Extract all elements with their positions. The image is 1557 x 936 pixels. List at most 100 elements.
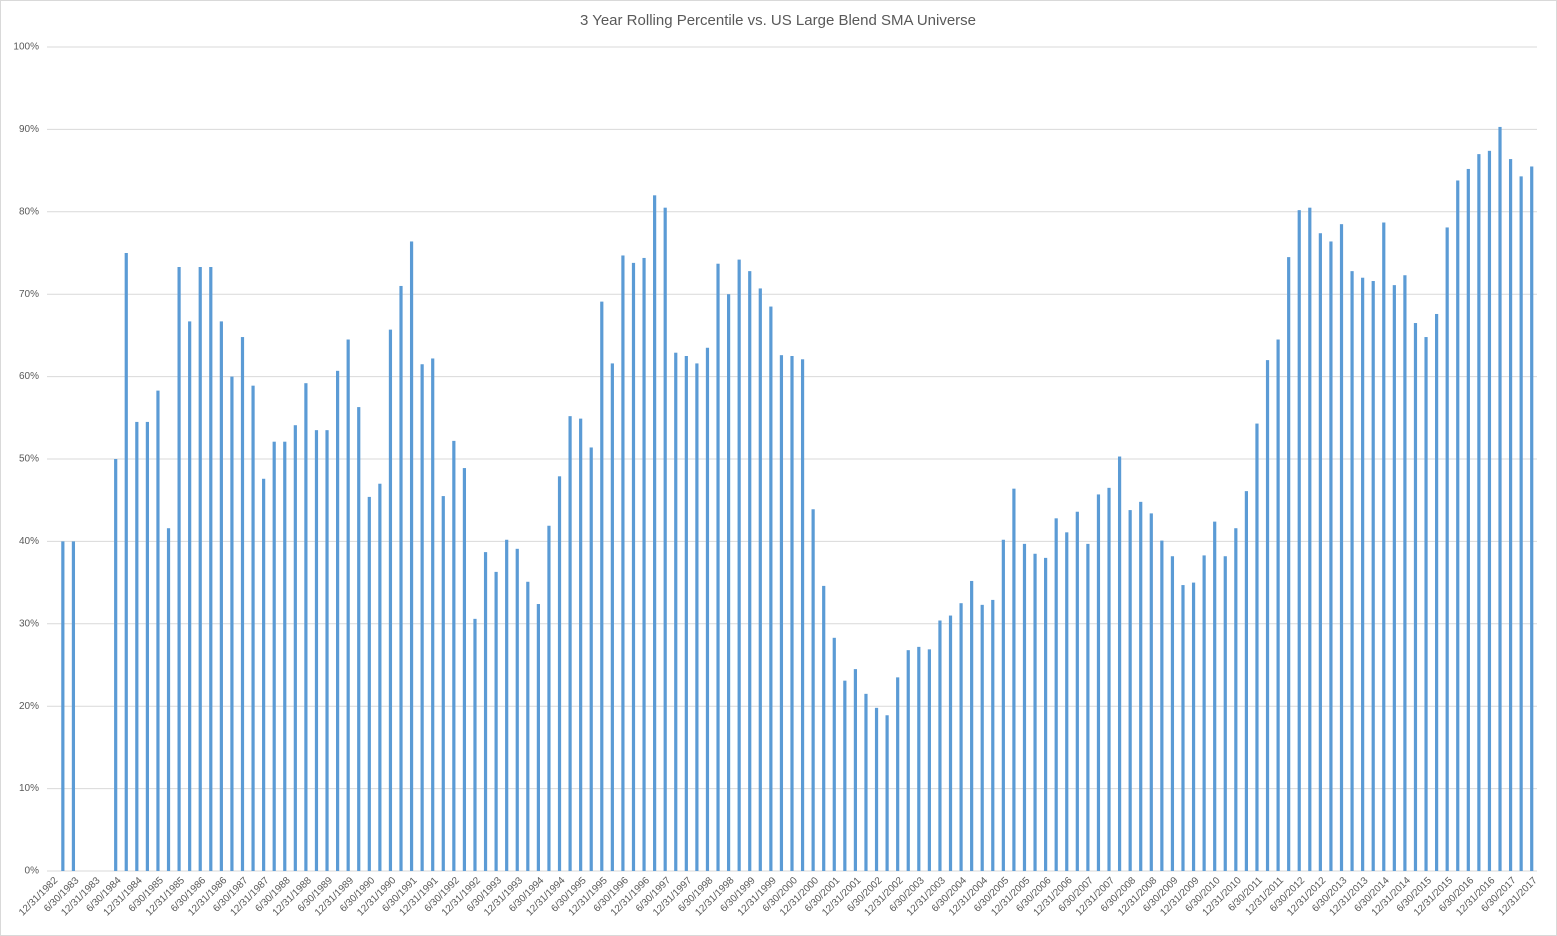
bar bbox=[1213, 521, 1217, 871]
bar bbox=[885, 715, 889, 871]
bar bbox=[1339, 224, 1344, 871]
bar bbox=[61, 541, 65, 871]
bar bbox=[790, 356, 794, 871]
bar bbox=[1033, 553, 1037, 871]
bar bbox=[124, 253, 128, 871]
bar bbox=[1107, 487, 1111, 871]
bar bbox=[1022, 543, 1027, 871]
chart-title: 3 Year Rolling Percentile vs. US Large B… bbox=[580, 12, 976, 29]
bar bbox=[1075, 511, 1079, 871]
bar bbox=[980, 604, 984, 871]
y-tick-label: 0% bbox=[25, 866, 40, 877]
bar bbox=[441, 496, 445, 871]
bar bbox=[991, 599, 995, 871]
bar bbox=[568, 416, 572, 871]
bar bbox=[832, 637, 836, 871]
y-tick-label: 70% bbox=[19, 289, 39, 300]
bar bbox=[653, 195, 657, 871]
bar bbox=[1445, 227, 1449, 871]
bar bbox=[336, 370, 340, 871]
bar bbox=[1223, 556, 1227, 871]
bar bbox=[726, 294, 731, 871]
bar bbox=[1044, 557, 1048, 871]
bar bbox=[357, 407, 361, 871]
y-tick-label: 60% bbox=[19, 371, 39, 382]
bar bbox=[557, 476, 562, 871]
bar bbox=[642, 257, 646, 872]
bar bbox=[1403, 275, 1407, 871]
bar bbox=[156, 390, 160, 871]
bar bbox=[293, 425, 297, 871]
bar bbox=[959, 603, 963, 871]
y-tick-label: 80% bbox=[19, 206, 39, 217]
bar bbox=[610, 363, 614, 871]
y-tick-label: 10% bbox=[19, 783, 39, 794]
bar bbox=[853, 669, 858, 871]
bar bbox=[705, 347, 710, 871]
bar bbox=[1170, 556, 1175, 871]
y-tick-label: 90% bbox=[19, 124, 39, 135]
bar bbox=[1244, 491, 1248, 871]
bar bbox=[1413, 323, 1418, 871]
bar bbox=[1456, 180, 1460, 871]
bar bbox=[1001, 539, 1005, 871]
bar bbox=[843, 680, 847, 871]
bar bbox=[716, 263, 720, 871]
y-tick-label: 100% bbox=[13, 42, 39, 53]
bar bbox=[1065, 532, 1069, 871]
bar bbox=[240, 337, 245, 872]
bar bbox=[1530, 166, 1534, 872]
bar bbox=[663, 207, 667, 871]
bar bbox=[1054, 518, 1058, 871]
bar bbox=[230, 376, 234, 871]
bar bbox=[579, 418, 583, 871]
bar bbox=[1255, 423, 1259, 871]
bar bbox=[1382, 222, 1386, 872]
bar bbox=[1318, 233, 1322, 871]
bar bbox=[1361, 277, 1365, 872]
bar bbox=[1297, 210, 1301, 872]
bar bbox=[367, 496, 371, 871]
bar bbox=[452, 440, 456, 871]
bar bbox=[600, 301, 604, 872]
bar bbox=[1498, 126, 1502, 872]
bar bbox=[188, 321, 192, 872]
bar bbox=[589, 447, 593, 871]
bar bbox=[1096, 494, 1101, 871]
bar bbox=[473, 618, 477, 871]
bar bbox=[1477, 154, 1481, 871]
bar bbox=[864, 693, 868, 871]
bar bbox=[748, 271, 752, 871]
bar bbox=[462, 468, 467, 871]
bar bbox=[177, 267, 181, 871]
bar bbox=[769, 306, 773, 871]
bar bbox=[219, 321, 223, 872]
bar bbox=[1012, 488, 1016, 871]
bar bbox=[272, 441, 276, 871]
bar bbox=[917, 646, 921, 871]
bar bbox=[483, 552, 488, 871]
bar bbox=[1276, 339, 1280, 871]
bar bbox=[970, 580, 974, 871]
bar bbox=[938, 620, 942, 871]
bar bbox=[737, 259, 741, 871]
bar bbox=[409, 241, 414, 872]
bar bbox=[420, 364, 424, 871]
bar bbox=[198, 267, 202, 871]
bar bbox=[1308, 207, 1312, 871]
bar bbox=[1466, 168, 1470, 871]
bar bbox=[314, 430, 319, 871]
bar bbox=[166, 528, 171, 871]
y-tick-label: 50% bbox=[19, 454, 39, 465]
bar bbox=[621, 255, 625, 872]
bar bbox=[1329, 241, 1333, 872]
bar bbox=[822, 585, 826, 871]
bar bbox=[1435, 313, 1439, 871]
bar bbox=[758, 288, 762, 871]
bar bbox=[536, 604, 540, 871]
y-tick-label: 40% bbox=[19, 536, 39, 547]
bar bbox=[1149, 513, 1153, 871]
bar bbox=[1487, 150, 1492, 872]
